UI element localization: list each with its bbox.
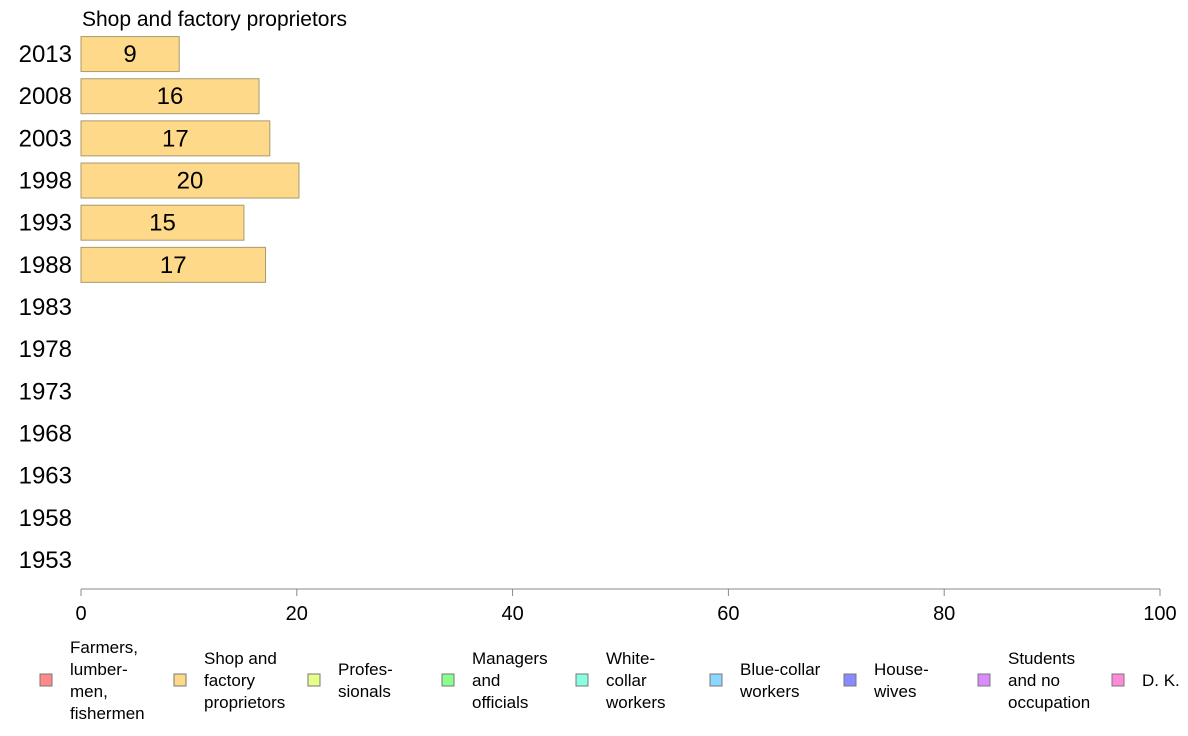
year-label: 1973 <box>19 378 72 405</box>
x-tick-label: 100 <box>1143 603 1176 625</box>
legend-item: Farmers, lumber-men, fishermen <box>39 638 145 723</box>
bar <box>80 36 180 73</box>
bar-value-label: 17 <box>160 252 187 279</box>
legend-label: officials <box>472 693 528 712</box>
year-label: 1968 <box>19 420 72 447</box>
year-label: 1988 <box>19 252 72 279</box>
legend-label: House- <box>874 660 929 679</box>
legend-item: Blue-collar workers <box>709 660 821 701</box>
legend-label: Profes- <box>338 660 393 679</box>
year-label: 2003 <box>19 125 72 152</box>
year-label: 1983 <box>19 294 72 321</box>
legend-label: White- <box>606 649 655 668</box>
bar-value-label: 9 <box>123 41 136 68</box>
x-tick-label: 60 <box>717 603 739 625</box>
year-label: 1978 <box>19 336 72 363</box>
legend-label: Blue-collar <box>740 660 821 679</box>
legend-label: Managers <box>472 649 548 668</box>
legend-item: Shop and factory proprietors <box>173 649 285 712</box>
legend-swatch <box>1111 673 1125 687</box>
bar <box>80 78 260 115</box>
legend-item: Managers and officials <box>441 649 548 712</box>
legend-label: wives <box>873 682 917 701</box>
legend-swatch <box>173 673 187 687</box>
legend-label: workers <box>605 693 666 712</box>
legend-label: Farmers, <box>70 638 138 657</box>
bar-value-label: 16 <box>157 83 184 110</box>
x-tick-label: 20 <box>286 603 308 625</box>
bar-value-label: 17 <box>162 125 189 152</box>
legend-item: Students and no occupation <box>977 649 1090 712</box>
x-tick-label: 0 <box>75 603 86 625</box>
legend-label: occupation <box>1008 693 1090 712</box>
year-label: 2013 <box>19 41 72 68</box>
legend-label: lumber- <box>70 660 128 679</box>
legend: Farmers, lumber-men, fishermen Shop and fact… <box>39 638 1180 723</box>
legend-label: and <box>472 671 500 690</box>
year-label: 2008 <box>19 83 72 110</box>
legend-swatch <box>709 673 723 687</box>
bar <box>80 204 245 241</box>
legend-label: Students <box>1008 649 1075 668</box>
legend-item: White-collar workers <box>575 649 666 712</box>
legend-swatch <box>575 673 589 687</box>
bar-value-label: 20 <box>177 168 204 195</box>
bar-value-label: 15 <box>149 210 176 237</box>
x-tick-label: 80 <box>933 603 955 625</box>
legend-label: men, <box>70 682 108 701</box>
legend-swatch <box>39 673 53 687</box>
legend-label: collar <box>606 671 647 690</box>
legend-item: Profes-sionals <box>307 660 393 701</box>
bars-layer: 2013 9 2008 16 2003 17 1998 20 1993 15 1988 17 1983 1… <box>19 36 300 574</box>
legend-label: and no <box>1008 671 1060 690</box>
legend-swatch <box>843 673 857 687</box>
year-label: 1963 <box>19 463 72 490</box>
x-tick-label: 40 <box>501 603 523 625</box>
legend-label: D. K. <box>1142 671 1180 690</box>
legend-label: Shop and <box>204 649 277 668</box>
x-axis: 0 20 40 60 80 100 <box>75 588 1177 625</box>
legend-item: House-wives <box>843 660 929 701</box>
legend-label: fishermen <box>70 704 145 723</box>
legend-label: proprietors <box>204 693 285 712</box>
legend-swatch <box>441 673 455 687</box>
bar <box>80 120 271 157</box>
year-label: 1953 <box>19 547 72 574</box>
year-label: 1958 <box>19 505 72 532</box>
legend-label: sionals <box>338 682 391 701</box>
legend-label: workers <box>739 682 800 701</box>
bar <box>80 162 300 199</box>
legend-swatch <box>977 673 991 687</box>
year-label: 1993 <box>19 210 72 237</box>
bar <box>80 246 267 283</box>
year-label: 1998 <box>19 168 72 195</box>
chart-title: Shop and factory proprietors <box>82 8 347 31</box>
legend-label: factory <box>204 671 256 690</box>
legend-item: D. K. <box>1111 671 1180 690</box>
legend-swatch <box>307 673 321 687</box>
